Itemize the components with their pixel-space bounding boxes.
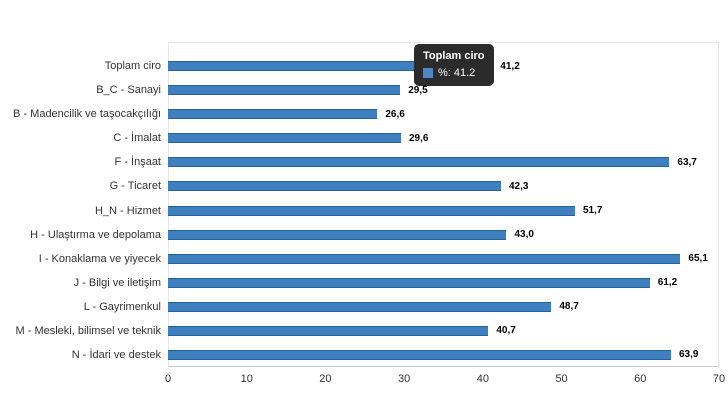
category-label: B_C - Sanayi xyxy=(96,84,161,97)
category-label: B - Madencilik ve taşocakçılığı xyxy=(13,108,161,121)
chart-row: N - İdari ve destek 63,9 xyxy=(0,343,719,367)
bar-zone: 26,6 xyxy=(168,102,719,126)
bar-zone: 41,2 xyxy=(168,54,719,78)
bar[interactable] xyxy=(168,277,650,288)
bar-rows: Toplam ciro 41,2 B_C - Sanayi 29,5 B - Maden… xyxy=(0,54,719,367)
bar[interactable] xyxy=(168,85,401,96)
value-label: 40,7 xyxy=(496,325,516,337)
x-axis-tick-label: 40 xyxy=(476,373,489,385)
bar-zone: 48,7 xyxy=(168,295,719,319)
category-label: N - İdari ve destek xyxy=(71,348,161,361)
x-axis: 0 10 20 30 40 50 60 70 xyxy=(0,373,728,389)
bar-zone: 43,0 xyxy=(168,223,719,247)
value-label: 61,2 xyxy=(657,277,678,289)
bar[interactable] xyxy=(168,133,401,144)
value-label: 42,3 xyxy=(508,180,529,192)
bar[interactable] xyxy=(168,349,671,360)
category-label: Toplam ciro xyxy=(104,60,161,73)
bar-zone: 51,7 xyxy=(168,198,719,222)
tooltip-value: %: 41.2 xyxy=(438,67,476,79)
chart-row: C - İmalat 29,6 xyxy=(0,126,719,150)
bar[interactable] xyxy=(168,61,493,72)
category-label: C - İmalat xyxy=(113,132,161,145)
value-label: 43,0 xyxy=(514,229,534,241)
chart-row: B - Madencilik ve taşocakçılığı 26,6 xyxy=(0,102,719,126)
bar[interactable] xyxy=(168,157,670,168)
bar[interactable] xyxy=(168,325,489,336)
category-label: M - Mesleki, bilimsel ve teknik xyxy=(15,324,161,337)
chart-tooltip: Toplam ciro %: 41.2 xyxy=(414,44,494,86)
chart-row: H - Ulaştırma ve depolama 43,0 xyxy=(0,223,719,247)
category-label: L - Gayrimenkul xyxy=(83,300,161,313)
tooltip-value-row: %: 41.2 xyxy=(423,67,485,79)
x-axis-tick-label: 50 xyxy=(555,373,568,385)
value-label: 63,9 xyxy=(678,349,699,361)
bar[interactable] xyxy=(168,301,552,312)
chart-row: J - Bilgi ve iletişim 61,2 xyxy=(0,271,719,295)
x-axis-tick-label: 60 xyxy=(634,373,647,385)
chart-row: I - Konaklama ve yiyecek 65,1 xyxy=(0,247,719,271)
chart-row: H_N - Hizmet 51,7 xyxy=(0,198,719,222)
bar-zone: 63,9 xyxy=(168,343,719,367)
chart-row: B_C - Sanayi 29,5 xyxy=(0,78,719,102)
category-label: I - Konaklama ve yiyecek xyxy=(38,252,161,265)
value-label: 41,2 xyxy=(500,60,520,72)
chart-row: F - İnşaat 63,7 xyxy=(0,150,719,174)
value-label: 51,7 xyxy=(582,205,603,216)
category-label: F - İnşaat xyxy=(114,156,161,169)
bar-zone: 65,1 xyxy=(168,247,719,271)
category-label: J - Bilgi ve iletişim xyxy=(73,276,161,289)
value-label: 65,1 xyxy=(688,253,708,265)
bar[interactable] xyxy=(168,229,507,240)
bar-zone: 29,6 xyxy=(168,126,719,150)
series-swatch-icon xyxy=(423,68,433,78)
category-label: H - Ulaştırma ve depolama xyxy=(30,228,161,241)
value-label: 26,6 xyxy=(385,108,405,120)
bar-zone: 42,3 xyxy=(168,174,719,198)
bar[interactable] xyxy=(168,109,378,120)
x-axis-tick-label: 30 xyxy=(398,373,411,385)
value-label: 48,7 xyxy=(559,301,579,313)
chart-row: L - Gayrimenkul 48,7 xyxy=(0,295,719,319)
plot-area-border xyxy=(168,42,719,367)
bar-zone: 29,5 xyxy=(168,78,719,102)
x-axis-tick-label: 0 xyxy=(164,373,172,385)
bar[interactable] xyxy=(168,205,575,216)
chart-row: G - Ticaret 42,3 xyxy=(0,174,719,198)
chart-row: Toplam ciro 41,2 xyxy=(0,54,719,78)
value-label: 29,5 xyxy=(408,84,428,96)
bar-zone: 61,2 xyxy=(168,271,719,295)
x-axis-tick-label: 70 xyxy=(712,373,726,385)
bar-zone: 63,7 xyxy=(168,150,719,174)
x-axis-tick-label: 10 xyxy=(240,373,253,385)
tooltip-title: Toplam ciro xyxy=(423,50,485,62)
category-label: H_N - Hizmet xyxy=(94,204,161,217)
bar[interactable] xyxy=(168,253,681,264)
value-label: 29,6 xyxy=(408,132,429,144)
bar[interactable] xyxy=(168,181,501,192)
x-axis-tick-label: 20 xyxy=(319,373,332,385)
chart-row: M - Mesleki, bilimsel ve teknik 40,7 xyxy=(0,319,719,343)
bar-zone: 40,7 xyxy=(168,319,719,343)
category-label: G - Ticaret xyxy=(109,180,161,193)
value-label: 63,7 xyxy=(677,156,697,168)
